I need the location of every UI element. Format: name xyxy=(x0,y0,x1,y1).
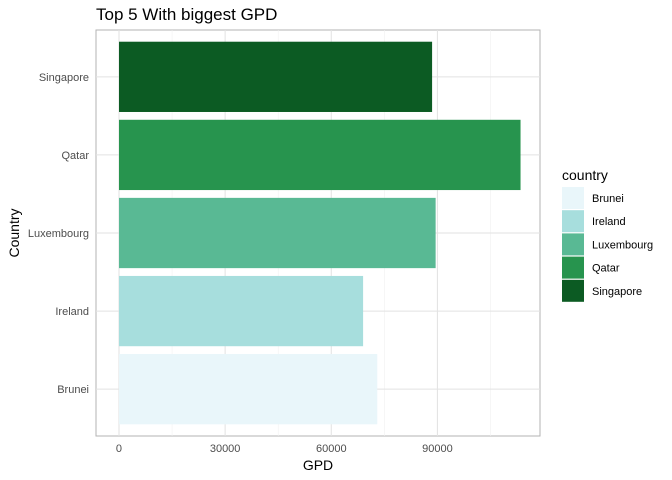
x-tick-label: 30000 xyxy=(210,443,241,455)
y-tick-label: Ireland xyxy=(55,306,89,318)
x-tick-label: 0 xyxy=(116,443,122,455)
bar-singapore xyxy=(118,41,433,112)
bar-ireland xyxy=(118,275,364,347)
legend-label: Qatar xyxy=(592,263,620,275)
x-tick-label: 90000 xyxy=(422,443,453,455)
legend-key-brunei xyxy=(562,187,584,209)
y-tick-label: Luxembourg xyxy=(28,228,89,240)
y-axis-title: Country xyxy=(6,208,22,257)
bar-luxembourg xyxy=(118,197,436,269)
legend-label: Luxembourg xyxy=(592,239,653,251)
legend-title: country xyxy=(562,167,608,183)
legend-key-luxembourg xyxy=(562,233,584,256)
y-axis-tick-labels: Brunei Ireland Luxembourg Qatar Singapore xyxy=(28,72,89,396)
bar-brunei xyxy=(118,354,378,425)
x-axis-tick-labels: 0 30000 60000 90000 xyxy=(116,443,453,455)
legend-label: Brunei xyxy=(592,193,624,205)
y-tick-label: Singapore xyxy=(39,72,89,84)
legend-key-ireland xyxy=(562,210,584,233)
x-axis-title: GPD xyxy=(303,457,333,473)
chart-title: Top 5 With biggest GPD xyxy=(96,5,277,24)
legend: country Brunei Ireland Luxembourg Qatar Sing… xyxy=(562,167,653,302)
x-tick-label: 60000 xyxy=(316,443,347,455)
bars xyxy=(118,41,521,425)
bar-qatar xyxy=(118,119,521,191)
legend-label: Singapore xyxy=(592,286,642,298)
legend-key-singapore xyxy=(562,279,584,302)
y-tick-label: Qatar xyxy=(61,150,89,162)
legend-key-qatar xyxy=(562,256,584,279)
legend-label: Ireland xyxy=(592,216,626,228)
y-tick-label: Brunei xyxy=(57,384,89,396)
